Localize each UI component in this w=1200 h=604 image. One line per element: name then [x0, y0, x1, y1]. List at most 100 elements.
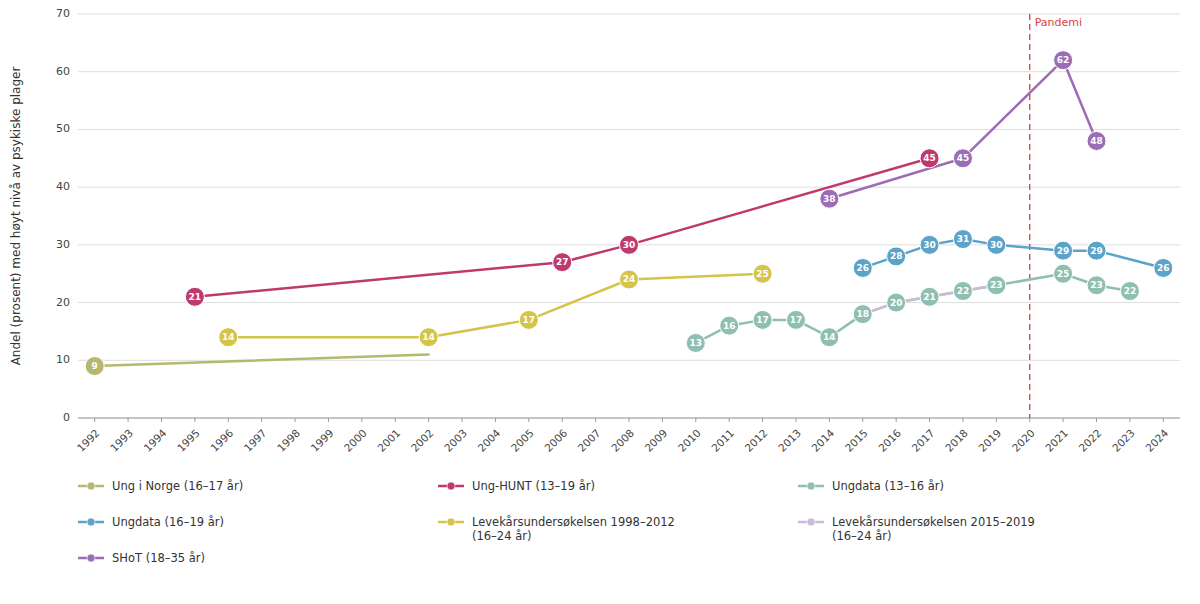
x-tick — [295, 418, 296, 422]
x-tick-label: 1994 — [141, 426, 169, 454]
point — [953, 282, 972, 301]
legend-label: Ung-HUNT (13–19 år) — [472, 479, 595, 493]
x-tick-label: 2012 — [742, 427, 769, 454]
x-tick-label: 2006 — [542, 426, 570, 454]
legend-label: Levekårsundersøkelsen 1998–2012(16–24 år… — [472, 515, 675, 543]
point — [185, 287, 204, 306]
legend-label-line: (16–24 år) — [472, 529, 531, 543]
point — [519, 310, 538, 329]
point — [219, 328, 238, 347]
legend-marker — [447, 482, 455, 490]
grid-line — [78, 302, 1180, 303]
x-tick-label: 2024 — [1143, 426, 1171, 454]
point — [1054, 264, 1073, 283]
legend: Ung i Norge (16–17 år) Ung-HUNT (13–19 år… — [78, 479, 1035, 565]
legend-label: Ungdata (13–16 år) — [832, 479, 944, 493]
grid-line — [78, 71, 1180, 72]
x-tick-label: 1996 — [208, 426, 236, 454]
point — [987, 235, 1006, 254]
x-tick-label: 1992 — [74, 427, 101, 454]
x-tick — [94, 418, 95, 422]
legend-label-line: SHoT (18–35 år) — [112, 551, 205, 565]
x-tick — [695, 418, 696, 422]
annotation-text: Pandemi — [1035, 16, 1082, 29]
point — [820, 189, 839, 208]
x-tick-label: 2011 — [709, 427, 736, 454]
data-label: 29 — [1090, 246, 1103, 256]
x-tick-label: 2004 — [475, 426, 503, 454]
x-tick — [562, 418, 563, 422]
data-label: 18 — [856, 309, 869, 319]
x-tick-label: 2016 — [876, 426, 904, 454]
x-tick-label: 1998 — [275, 427, 302, 454]
data-label: 38 — [823, 194, 836, 204]
data-label: 28 — [890, 251, 903, 261]
data-label: 62 — [1057, 55, 1070, 65]
data-label: 9 — [92, 361, 98, 371]
data-label: 13 — [690, 338, 703, 348]
x-tick-label: 1997 — [241, 427, 268, 454]
x-tick-label: 2019 — [976, 427, 1003, 454]
series-line — [829, 60, 1096, 199]
y-tick-label: 30 — [56, 238, 70, 251]
grid-line — [78, 14, 1180, 15]
chart: 0102030405060701992199319941995199619971… — [0, 0, 1200, 604]
x-tick — [228, 418, 229, 422]
data-label: 26 — [1157, 263, 1170, 273]
point — [686, 333, 705, 352]
data-label: 20 — [890, 298, 903, 308]
grid-line — [78, 129, 1180, 130]
x-tick-label: 1999 — [308, 427, 335, 454]
x-tick-label: 2005 — [508, 427, 535, 454]
x-tick-label: 2008 — [609, 427, 636, 454]
x-tick — [729, 418, 730, 422]
x-tick-label: 2000 — [342, 427, 369, 454]
point — [853, 305, 872, 324]
x-tick — [862, 418, 863, 422]
point — [753, 310, 772, 329]
data-label: 14 — [422, 332, 435, 342]
data-label: 31 — [957, 234, 970, 244]
x-tick — [662, 418, 663, 422]
point — [920, 149, 939, 168]
point — [720, 316, 739, 335]
data-label: 48 — [1090, 136, 1103, 146]
legend-label: Ung i Norge (16–17 år) — [112, 479, 243, 493]
data-label: 23 — [1090, 280, 1103, 290]
point — [1054, 51, 1073, 70]
legend-label: Levekårsundersøkelsen 2015–2019(16–24 år… — [832, 515, 1035, 543]
point — [786, 310, 805, 329]
data-label: 16 — [723, 321, 736, 331]
x-tick — [462, 418, 463, 422]
x-tick — [1063, 418, 1064, 422]
lines — [95, 60, 1164, 366]
legend-marker — [87, 518, 95, 526]
point — [887, 247, 906, 266]
series-line — [228, 274, 762, 337]
x-tick — [194, 418, 195, 422]
x-tick-label: 2017 — [909, 427, 936, 454]
legend-label-line: Ung-HUNT (13–19 år) — [472, 479, 595, 493]
x-tick-label: 2014 — [809, 426, 837, 454]
x-tick — [795, 418, 796, 422]
point — [620, 235, 639, 254]
x-tick — [328, 418, 329, 422]
data-label: 23 — [990, 280, 1003, 290]
legend-marker — [447, 518, 455, 526]
point — [1087, 131, 1106, 150]
legend-marker — [807, 482, 815, 490]
point — [753, 264, 772, 283]
y-tick-label: 40 — [56, 180, 70, 193]
y-tick-label: 10 — [56, 353, 70, 366]
x-tick-label: 2021 — [1043, 427, 1070, 454]
point — [953, 149, 972, 168]
x-tick — [762, 418, 763, 422]
point — [553, 253, 572, 272]
y-tick-label: 0 — [63, 411, 70, 424]
legend-label: Ungdata (16–19 år) — [112, 515, 224, 529]
data-label: 22 — [957, 286, 970, 296]
data-label: 17 — [523, 315, 536, 325]
x-tick-label: 2018 — [943, 427, 970, 454]
data-labels: 9212730451316171714182021222325232226283… — [92, 55, 1170, 371]
data-label: 14 — [823, 332, 836, 342]
